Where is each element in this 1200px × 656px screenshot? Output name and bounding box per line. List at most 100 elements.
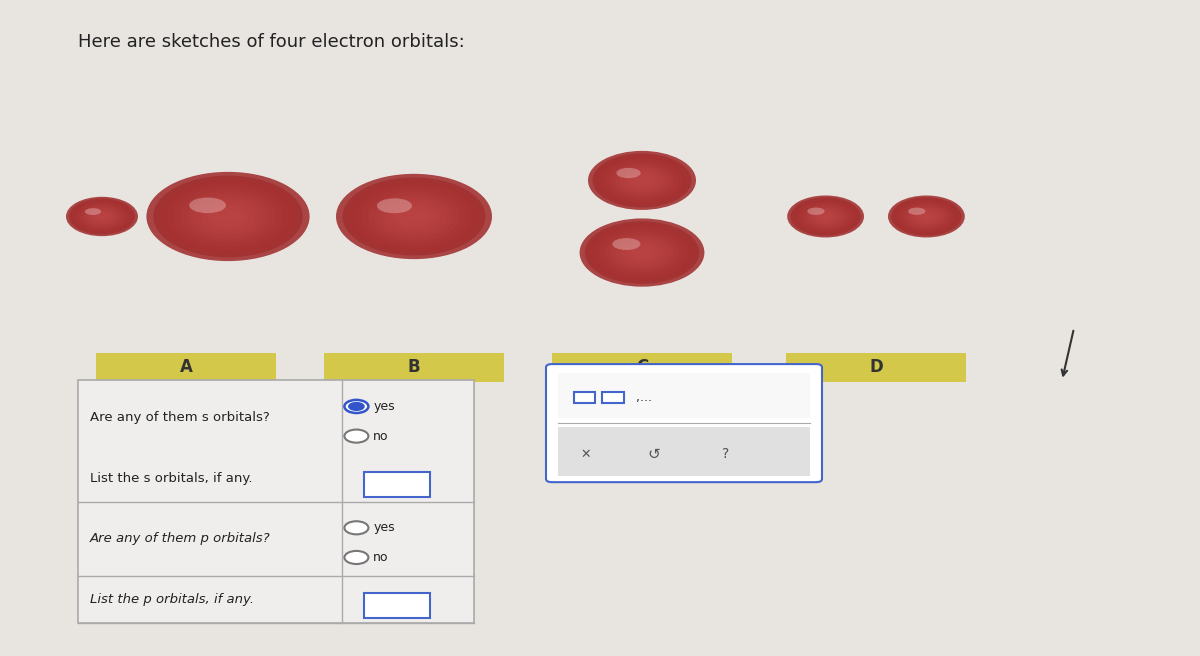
Ellipse shape	[221, 213, 235, 220]
Ellipse shape	[593, 154, 691, 207]
Ellipse shape	[355, 184, 473, 249]
Text: Are any of them p orbitals?: Are any of them p orbitals?	[90, 533, 271, 545]
FancyBboxPatch shape	[558, 426, 810, 476]
Text: no: no	[373, 430, 389, 443]
FancyBboxPatch shape	[574, 392, 595, 403]
Ellipse shape	[174, 187, 282, 246]
Ellipse shape	[194, 198, 262, 235]
FancyBboxPatch shape	[364, 472, 430, 497]
Ellipse shape	[797, 201, 854, 232]
Ellipse shape	[920, 213, 932, 220]
Ellipse shape	[78, 203, 126, 230]
Ellipse shape	[374, 195, 454, 237]
FancyBboxPatch shape	[96, 353, 276, 382]
Text: Are any of them s orbitals?: Are any of them s orbitals?	[90, 411, 270, 424]
Ellipse shape	[622, 241, 662, 264]
Ellipse shape	[629, 173, 655, 188]
Ellipse shape	[913, 209, 940, 224]
Ellipse shape	[180, 190, 276, 243]
Text: List the p orbitals, if any.: List the p orbitals, if any.	[90, 593, 254, 606]
Ellipse shape	[395, 206, 433, 227]
Ellipse shape	[200, 201, 256, 232]
Text: ?: ?	[722, 447, 730, 461]
Ellipse shape	[619, 168, 665, 193]
Ellipse shape	[377, 198, 412, 213]
Circle shape	[344, 430, 368, 443]
FancyBboxPatch shape	[552, 353, 732, 382]
Ellipse shape	[923, 215, 930, 218]
Ellipse shape	[800, 203, 851, 230]
Ellipse shape	[911, 208, 942, 225]
Ellipse shape	[793, 199, 858, 234]
Ellipse shape	[584, 221, 700, 284]
Ellipse shape	[810, 208, 841, 225]
Circle shape	[344, 551, 368, 564]
Ellipse shape	[787, 195, 864, 237]
Ellipse shape	[901, 203, 952, 230]
Ellipse shape	[892, 197, 961, 236]
Ellipse shape	[898, 201, 955, 232]
Text: ✕: ✕	[581, 448, 590, 461]
Ellipse shape	[70, 198, 134, 234]
Ellipse shape	[580, 218, 704, 287]
Ellipse shape	[917, 211, 936, 222]
Ellipse shape	[820, 213, 832, 220]
FancyBboxPatch shape	[558, 373, 810, 417]
Ellipse shape	[908, 207, 925, 215]
Text: List the s orbitals, if any.: List the s orbitals, if any.	[90, 472, 252, 485]
Ellipse shape	[808, 207, 824, 215]
Ellipse shape	[382, 199, 446, 234]
Ellipse shape	[617, 168, 641, 178]
Ellipse shape	[167, 183, 289, 250]
Text: yes: yes	[373, 522, 395, 534]
Ellipse shape	[336, 174, 492, 259]
Ellipse shape	[601, 158, 683, 203]
Text: Here are sketches of four electron orbitals:: Here are sketches of four electron orbit…	[78, 33, 464, 51]
Ellipse shape	[595, 227, 689, 278]
Ellipse shape	[806, 206, 845, 227]
Ellipse shape	[894, 199, 959, 234]
Ellipse shape	[190, 197, 226, 213]
Ellipse shape	[342, 177, 486, 256]
Ellipse shape	[85, 208, 101, 215]
Ellipse shape	[634, 175, 650, 185]
Text: C: C	[636, 358, 648, 377]
Ellipse shape	[626, 244, 658, 261]
Ellipse shape	[98, 215, 106, 218]
Ellipse shape	[66, 197, 138, 236]
Ellipse shape	[401, 209, 427, 224]
FancyBboxPatch shape	[602, 392, 624, 403]
Ellipse shape	[904, 204, 949, 229]
Ellipse shape	[80, 205, 122, 228]
Ellipse shape	[624, 171, 660, 190]
Ellipse shape	[187, 194, 269, 239]
Ellipse shape	[888, 195, 965, 237]
Circle shape	[344, 522, 368, 535]
Ellipse shape	[611, 163, 673, 197]
Ellipse shape	[637, 178, 647, 183]
Ellipse shape	[349, 181, 479, 252]
Ellipse shape	[74, 201, 130, 231]
Ellipse shape	[96, 213, 108, 220]
Ellipse shape	[90, 210, 114, 223]
Ellipse shape	[146, 172, 310, 261]
Ellipse shape	[606, 233, 678, 272]
Ellipse shape	[606, 161, 678, 200]
Ellipse shape	[588, 151, 696, 210]
FancyBboxPatch shape	[786, 353, 966, 382]
FancyBboxPatch shape	[546, 364, 822, 482]
Ellipse shape	[611, 236, 673, 270]
Ellipse shape	[616, 165, 670, 195]
Text: no: no	[373, 551, 389, 564]
Ellipse shape	[368, 192, 460, 241]
Ellipse shape	[600, 230, 684, 276]
FancyBboxPatch shape	[324, 353, 504, 382]
Ellipse shape	[208, 205, 248, 228]
Text: D: D	[869, 358, 883, 377]
Ellipse shape	[616, 238, 668, 267]
Ellipse shape	[94, 211, 112, 221]
Circle shape	[344, 400, 368, 413]
Ellipse shape	[791, 197, 860, 236]
Text: A: A	[180, 358, 192, 377]
Ellipse shape	[86, 208, 118, 224]
